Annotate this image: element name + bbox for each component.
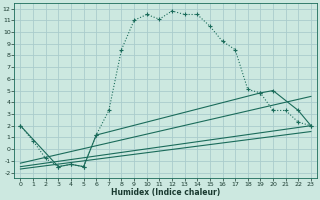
X-axis label: Humidex (Indice chaleur): Humidex (Indice chaleur) bbox=[111, 188, 220, 197]
